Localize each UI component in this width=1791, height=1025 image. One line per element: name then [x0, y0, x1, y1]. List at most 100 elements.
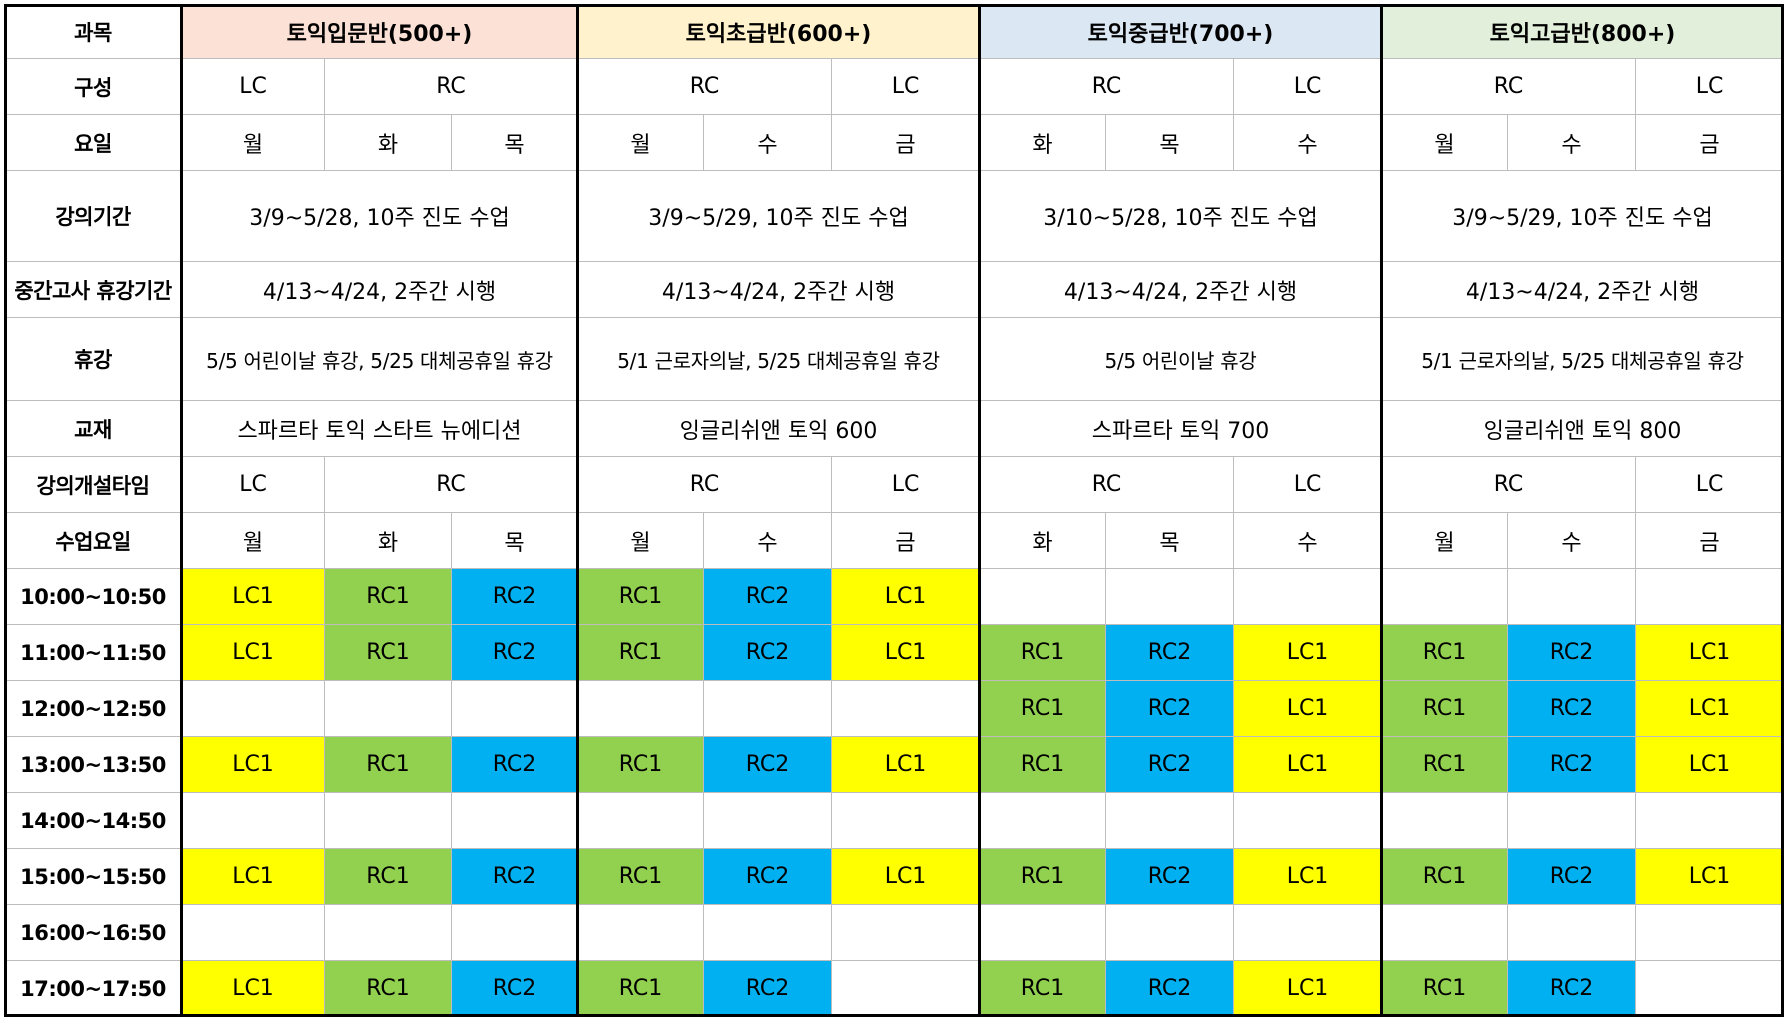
- time-slot-label: 10:00~10:50: [4, 568, 182, 625]
- type-label: 강의개설타임: [4, 456, 182, 513]
- schedule-cell: RC2: [451, 736, 578, 793]
- schedule-cell: LC1: [1233, 960, 1382, 1017]
- schedule-cell: [1635, 792, 1784, 849]
- holiday-cell: 5/5 어린이날 휴강: [979, 317, 1382, 401]
- header-row: 과목 토익입문반(500+) 토익초급반(600+) 토익중급반(700+) 토익고급반…: [4, 4, 1784, 59]
- schedule-cell: RC2: [451, 568, 578, 625]
- class_days-label: 수업요일: [4, 512, 182, 569]
- course-title-beginner: 토익입문반(500+): [181, 4, 578, 59]
- group-divider: [576, 4, 579, 1017]
- schedule-cell: RC1: [577, 848, 704, 905]
- schedule-cell: [1381, 904, 1508, 961]
- schedule-cell: [831, 792, 980, 849]
- schedule-row: 12:00~12:50 RC1 RC2 LC1 RC1 RC2 LC1: [4, 680, 1784, 737]
- days-cell: 수: [1233, 114, 1382, 171]
- type-cell: LC: [1635, 456, 1784, 513]
- class_days-cell: 수: [1233, 512, 1382, 569]
- group-divider: [1380, 4, 1383, 1017]
- schedule-cell: [577, 904, 704, 961]
- schedule-cell: LC1: [831, 624, 980, 681]
- schedule-cell: RC1: [979, 680, 1106, 737]
- schedule-row: 15:00~15:50 LC1 RC1 RC2 RC1 RC2 LC1 RC1 RC2 LC1 RC…: [4, 848, 1784, 905]
- class_days-cell: 목: [451, 512, 578, 569]
- schedule-cell: RC1: [979, 960, 1106, 1017]
- schedule-cell: [181, 680, 325, 737]
- composition-cell: RC: [324, 58, 578, 115]
- schedule-cell: [979, 792, 1106, 849]
- schedule-cell: LC1: [1233, 736, 1382, 793]
- period-label: 강의기간: [4, 170, 182, 262]
- days-cell: 월: [1381, 114, 1508, 171]
- schedule-cell: LC1: [831, 848, 980, 905]
- schedule-cell: RC2: [1105, 960, 1234, 1017]
- schedule-cell: RC1: [324, 960, 452, 1017]
- composition-label: 구성: [4, 58, 182, 115]
- class_days-cell: 수: [1507, 512, 1636, 569]
- composition-cell: RC: [979, 58, 1234, 115]
- type-cell: LC: [831, 456, 980, 513]
- schedule-cell: LC1: [1635, 624, 1784, 681]
- schedule-cell: LC1: [181, 568, 325, 625]
- course-title-advanced: 토익고급반(800+): [1381, 4, 1784, 59]
- schedule-cell: RC2: [703, 568, 832, 625]
- holiday-cell: 5/1 근로자의날, 5/25 대체공휴일 휴강: [1381, 317, 1784, 401]
- timetable: 과목 토익입문반(500+) 토익초급반(600+) 토익중급반(700+) 토익고급반…: [4, 4, 1784, 1017]
- schedule-row: 17:00~17:50 LC1 RC1 RC2 RC1 RC2 RC1 RC2 LC1 RC1 RC…: [4, 960, 1784, 1017]
- schedule-cell: LC1: [1635, 736, 1784, 793]
- schedule-cell: [181, 904, 325, 961]
- days-cell: 수: [1507, 114, 1636, 171]
- schedule-cell: LC1: [181, 848, 325, 905]
- schedule-cell: [577, 792, 704, 849]
- schedule-cell: RC1: [1381, 624, 1508, 681]
- schedule-cell: [1507, 792, 1636, 849]
- type-cell: RC: [577, 456, 832, 513]
- schedule-cell: [1105, 568, 1234, 625]
- schedule-cell: RC2: [703, 736, 832, 793]
- schedule-cell: [324, 792, 452, 849]
- schedule-row: 10:00~10:50 LC1 RC1 RC2 RC1 RC2 LC1: [4, 568, 1784, 625]
- schedule-cell: RC2: [703, 624, 832, 681]
- schedule-cell: RC2: [451, 960, 578, 1017]
- schedule-cell: RC1: [979, 848, 1106, 905]
- textbook-cell: 잉글리쉬앤 토익 600: [577, 400, 980, 457]
- schedule-cell: RC1: [324, 848, 452, 905]
- class_days-cell: 월: [577, 512, 704, 569]
- midterm-row: 중간고사 휴강기간 4/13~4/24, 2주간 시행 4/13~4/24, 2주간…: [4, 261, 1784, 318]
- days-cell: 화: [324, 114, 452, 171]
- textbook-cell: 스파르타 토익 700: [979, 400, 1382, 457]
- schedule-cell: [703, 792, 832, 849]
- type-cell: RC: [1381, 456, 1636, 513]
- class_days-row: 수업요일 월 화 목 월 수 금 화 목 수 월 수 금: [4, 512, 1784, 569]
- schedule-cell: LC1: [181, 960, 325, 1017]
- holiday-label: 휴강: [4, 317, 182, 401]
- schedule-cell: [324, 680, 452, 737]
- schedule-cell: RC1: [979, 624, 1106, 681]
- time-slot-label: 13:00~13:50: [4, 736, 182, 793]
- holiday-row: 휴강 5/5 어린이날 휴강, 5/25 대체공휴일 휴강 5/1 근로자의날, 5…: [4, 317, 1784, 401]
- schedule-cell: [831, 680, 980, 737]
- days-cell: 화: [979, 114, 1106, 171]
- schedule-cell: RC2: [451, 624, 578, 681]
- days-cell: 목: [1105, 114, 1234, 171]
- days-cell: 금: [831, 114, 980, 171]
- schedule-cell: [831, 960, 980, 1017]
- schedule-cell: RC1: [1381, 960, 1508, 1017]
- composition-cell: LC: [1635, 58, 1784, 115]
- days-cell: 금: [1635, 114, 1784, 171]
- header-label-subject: 과목: [4, 4, 182, 59]
- days-cell: 목: [451, 114, 578, 171]
- schedule-cell: RC2: [703, 848, 832, 905]
- schedule-cell: [451, 904, 578, 961]
- schedule-cell: RC1: [577, 960, 704, 1017]
- schedule-cell: RC1: [979, 736, 1106, 793]
- schedule-cell: LC1: [831, 568, 980, 625]
- schedule-cell: [1635, 568, 1784, 625]
- schedule-cell: [324, 904, 452, 961]
- composition-row: 구성 LC RC RC LC RC LC RC LC: [4, 58, 1784, 115]
- schedule-cell: [703, 904, 832, 961]
- schedule-cell: [979, 904, 1106, 961]
- class_days-cell: 금: [1635, 512, 1784, 569]
- midterm-cell: 4/13~4/24, 2주간 시행: [1381, 261, 1784, 318]
- schedule-cell: [1233, 568, 1382, 625]
- time-slot-label: 16:00~16:50: [4, 904, 182, 961]
